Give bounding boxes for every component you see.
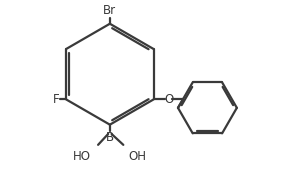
- Text: B: B: [106, 131, 114, 144]
- Text: Br: Br: [103, 4, 117, 17]
- Text: OH: OH: [128, 150, 146, 163]
- Text: HO: HO: [73, 150, 91, 163]
- Text: O: O: [164, 93, 173, 106]
- Text: F: F: [53, 93, 59, 106]
